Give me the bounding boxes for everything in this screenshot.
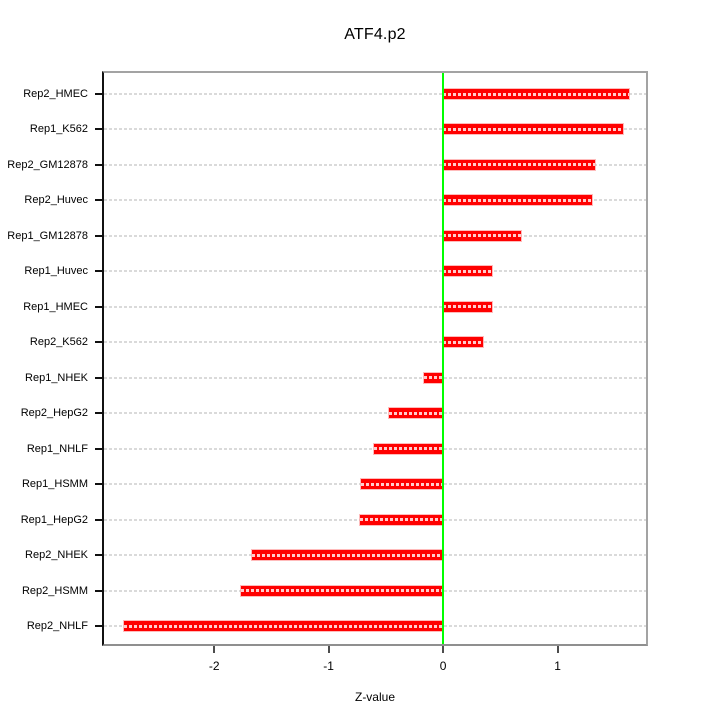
bar-dash-pattern	[443, 163, 596, 167]
bar	[251, 550, 444, 561]
bar-dash-pattern	[251, 553, 444, 557]
y-tick	[95, 376, 102, 379]
bar-dash-pattern	[443, 92, 629, 96]
bar-dash-pattern	[240, 589, 444, 593]
bar	[123, 621, 444, 631]
x-tick	[213, 646, 216, 653]
y-tick	[95, 412, 102, 415]
bar-dash-pattern	[374, 447, 444, 451]
bar	[360, 479, 444, 490]
x-axis-label: Z-value	[354, 690, 395, 704]
bar-dash-pattern	[443, 269, 493, 273]
y-tick	[95, 589, 102, 592]
category-label: Rep2_NHLF	[26, 620, 88, 632]
bar	[240, 585, 444, 596]
y-tick	[95, 447, 102, 450]
gridline	[104, 93, 646, 95]
bar-dash-pattern	[123, 624, 444, 628]
category-label: Rep2_HepG2	[20, 407, 88, 420]
gridline	[104, 234, 646, 237]
bar	[374, 443, 444, 454]
bar	[443, 159, 596, 170]
bar-dash-pattern	[443, 305, 493, 309]
y-tick	[95, 518, 102, 521]
bar-dash-pattern	[389, 411, 444, 415]
x-tick	[556, 646, 559, 653]
bar	[443, 124, 623, 135]
bar	[443, 337, 484, 348]
bar	[389, 408, 444, 419]
x-tick	[442, 646, 445, 653]
y-tick	[95, 341, 102, 344]
category-label: Rep2_GM12878	[7, 158, 88, 171]
bar	[443, 195, 592, 206]
category-label: Rep1_GM12878	[7, 229, 88, 242]
gridline	[104, 412, 646, 415]
category-label: Rep2_Huvec	[24, 194, 88, 207]
bar-dash-pattern	[360, 482, 444, 486]
gridline	[104, 376, 646, 379]
bar-dash-pattern	[443, 340, 484, 344]
category-label: Rep1_NHLF	[26, 442, 88, 455]
zero-line	[442, 71, 445, 646]
category-label: Rep1_Huvec	[24, 265, 88, 278]
y-tick	[95, 625, 102, 627]
y-tick	[95, 483, 102, 486]
x-tick	[327, 646, 330, 653]
bar-dash-pattern	[359, 518, 444, 522]
bar-dash-pattern	[423, 376, 444, 380]
gridline	[104, 270, 646, 273]
category-label: Rep2_K562	[29, 336, 88, 349]
category-label: Rep1_HMEC	[23, 300, 88, 313]
x-tick-label: 1	[554, 659, 561, 673]
category-label: Rep1_HSMM	[21, 478, 88, 491]
category-label: Rep2_HSMM	[21, 584, 88, 597]
gridline	[104, 163, 646, 166]
x-tick-label: -1	[323, 659, 334, 673]
bar-dash-pattern	[443, 127, 623, 131]
bar	[443, 230, 521, 241]
category-label: Rep2_HMEC	[23, 88, 88, 100]
y-tick	[95, 305, 102, 308]
y-tick	[95, 554, 102, 557]
category-label: Rep2_NHEK	[25, 549, 88, 562]
y-tick	[95, 234, 102, 237]
x-tick-label: 0	[439, 659, 447, 673]
y-tick	[95, 199, 102, 202]
category-label: Rep1_K562	[29, 123, 88, 136]
x-tick-label: -2	[208, 659, 220, 673]
category-label: Rep1_NHEK	[25, 371, 88, 384]
gridline	[104, 341, 646, 344]
y-tick	[95, 93, 102, 95]
bar-dash-pattern	[443, 234, 521, 238]
y-tick	[95, 270, 102, 273]
gridline	[104, 199, 646, 202]
gridline	[104, 305, 646, 308]
y-tick	[95, 163, 102, 166]
gridline	[104, 128, 646, 131]
bar	[443, 301, 493, 312]
bar	[443, 266, 493, 277]
bar	[423, 372, 444, 383]
y-tick	[95, 128, 102, 131]
category-label: Rep1_HepG2	[20, 513, 88, 526]
bar-dash-pattern	[443, 198, 592, 202]
bar	[443, 89, 629, 99]
bar	[359, 514, 444, 525]
chart-title: ATF4.p2	[344, 26, 406, 43]
